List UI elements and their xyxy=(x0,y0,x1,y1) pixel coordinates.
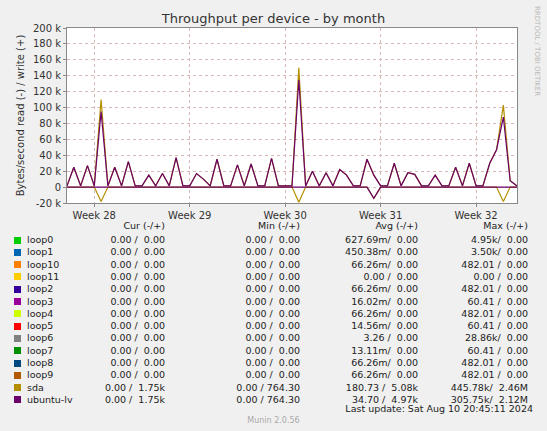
html-text:0.00 / 0.00: 0.00 / 0.00 xyxy=(245,246,300,258)
html-text:0.00 / 0.00: 0.00 / 0.00 xyxy=(245,344,300,356)
html-text:Last update: Sat Aug 10 20:45:: Last update: Sat Aug 10 20:45:11 2024 xyxy=(345,403,533,414)
html-text:66.26m/ 0.00: 66.26m/ 0.00 xyxy=(351,258,418,270)
html-text:loop7: loop7 xyxy=(27,344,54,356)
svg-text:Week 32: Week 32 xyxy=(454,210,497,221)
html-text:0.00 / 764.30: 0.00 / 764.30 xyxy=(236,393,300,405)
html-text:14.56m/ 0.00: 14.56m/ 0.00 xyxy=(351,320,418,332)
html-text:305.75k/ 2.12M: 305.75k/ 2.12M xyxy=(450,393,528,405)
html-text:482.01 / 0.00: 482.01 / 0.00 xyxy=(461,283,528,295)
html-text:60.41 / 0.00: 60.41 / 0.00 xyxy=(467,295,528,307)
html-text:60.41 / 0.00: 60.41 / 0.00 xyxy=(467,344,528,356)
html-text:loop0: loop0 xyxy=(27,234,54,245)
html-text:0.00 / 0.00: 0.00 / 0.00 xyxy=(245,307,300,319)
html-text:loop10: loop10 xyxy=(27,258,60,270)
html-text:loop3: loop3 xyxy=(27,295,54,307)
html-text:28.86k/ 0.00: 28.86k/ 0.00 xyxy=(464,332,528,344)
html-text:66.26m/ 0.00: 66.26m/ 0.00 xyxy=(351,369,418,381)
html-text:Cur (-/+): Cur (-/+) xyxy=(123,220,165,231)
svg-text:40 k: 40 k xyxy=(39,150,61,161)
html-text:482.01 / 0.00: 482.01 / 0.00 xyxy=(461,258,528,270)
svg-text:Week 31: Week 31 xyxy=(359,210,402,221)
html-text:0.00 / 0.00: 0.00 / 0.00 xyxy=(245,270,300,282)
html-text:0.00 / 0.00: 0.00 / 0.00 xyxy=(110,357,165,368)
svg-text:100 k: 100 k xyxy=(33,102,61,113)
html-text:Max (-/+): Max (-/+) xyxy=(483,220,528,231)
svg-text:120 k: 120 k xyxy=(33,86,61,97)
svg-text:80 k: 80 k xyxy=(39,118,61,129)
svg-text:Week 28: Week 28 xyxy=(73,210,116,221)
html-text:0.00 / 0.00: 0.00 / 0.00 xyxy=(245,320,300,332)
html-text:0.00 / 0.00: 0.00 / 0.00 xyxy=(245,283,300,295)
html-text:3.26 / 0.00: 3.26 / 0.00 xyxy=(363,332,418,344)
html-text:0.00 / 0.00: 0.00 / 0.00 xyxy=(245,258,300,270)
html-text:loop2: loop2 xyxy=(27,283,54,295)
html-text:loop8: loop8 xyxy=(27,357,54,368)
html-text:627.69m/ 0.00: 627.69m/ 0.00 xyxy=(345,234,418,245)
html-text:loop9: loop9 xyxy=(27,369,54,381)
svg-text:140 k: 140 k xyxy=(33,70,61,81)
html-text:66.26m/ 0.00: 66.26m/ 0.00 xyxy=(351,307,418,319)
html-text:0.00 / 0.00: 0.00 / 0.00 xyxy=(110,270,165,282)
html-text:60.41 / 0.00: 60.41 / 0.00 xyxy=(467,320,528,332)
html-text:0.00 / 764.30: 0.00 / 764.30 xyxy=(236,381,300,393)
html-text:482.01 / 0.00: 482.01 / 0.00 xyxy=(461,307,528,319)
html-text:13.11m/ 0.00: 13.11m/ 0.00 xyxy=(351,344,418,356)
html-text:0.00 / 1.75k: 0.00 / 1.75k xyxy=(104,393,165,405)
html-text:0.00 / 0.00: 0.00 / 0.00 xyxy=(245,369,300,381)
html-text:66.26m/ 0.00: 66.26m/ 0.00 xyxy=(351,283,418,295)
html-text:0.00 / 0.00: 0.00 / 0.00 xyxy=(245,295,300,307)
svg-text:Bytes/second read (-) / write: Bytes/second read (-) / write (+) xyxy=(15,35,26,197)
svg-text:0: 0 xyxy=(55,182,61,193)
html-text:0.00 / 0.00: 0.00 / 0.00 xyxy=(473,270,528,282)
html-text:0.00 / 0.00: 0.00 / 0.00 xyxy=(110,369,165,381)
html-text:0.00 / 0.00: 0.00 / 0.00 xyxy=(245,332,300,344)
html-text:482.01 / 0.00: 482.01 / 0.00 xyxy=(461,369,528,381)
html-text:0.00 / 0.00: 0.00 / 0.00 xyxy=(110,283,165,295)
html-text:180.73 / 5.08k: 180.73 / 5.08k xyxy=(345,381,418,393)
html-text:445.78k/ 2.46M: 445.78k/ 2.46M xyxy=(450,381,528,393)
html-text:0.00 / 0.00: 0.00 / 0.00 xyxy=(245,234,300,245)
svg-text:Throughput per device - by mon: Throughput per device - by month xyxy=(161,11,385,26)
html-text:0.00 / 0.00: 0.00 / 0.00 xyxy=(110,307,165,319)
svg-text:180 k: 180 k xyxy=(33,38,61,49)
svg-text:200 k: 200 k xyxy=(33,23,61,34)
html-text:loop6: loop6 xyxy=(27,332,54,344)
html-text:34.70 / 4.97k: 34.70 / 4.97k xyxy=(351,393,418,405)
svg-text:Week 29: Week 29 xyxy=(168,210,211,221)
html-text:0.00 / 0.00: 0.00 / 0.00 xyxy=(110,332,165,344)
html-text:0.00 / 0.00: 0.00 / 0.00 xyxy=(110,258,165,270)
html-text:loop4: loop4 xyxy=(27,307,54,319)
html-text:Avg (-/+): Avg (-/+) xyxy=(375,220,418,231)
svg-text:Week 30: Week 30 xyxy=(264,210,307,221)
html-text:0.00 / 0.00: 0.00 / 0.00 xyxy=(110,320,165,332)
html-text:Munin 2.0.56: Munin 2.0.56 xyxy=(247,416,300,425)
html-text:16.02m/ 0.00: 16.02m/ 0.00 xyxy=(351,295,418,307)
html-text:0.00 / 0.00: 0.00 / 0.00 xyxy=(245,357,300,368)
html-text:4.95k/ 0.00: 4.95k/ 0.00 xyxy=(471,234,528,245)
html-text:ubuntu-lv: ubuntu-lv xyxy=(27,393,73,405)
html-text:loop1: loop1 xyxy=(27,246,54,258)
html-text:0.00 / 0.00: 0.00 / 0.00 xyxy=(363,270,418,282)
html-text:0.00 / 0.00: 0.00 / 0.00 xyxy=(110,246,165,258)
html-text:Min (-/+): Min (-/+) xyxy=(258,220,300,231)
html-text:450.38m/ 0.00: 450.38m/ 0.00 xyxy=(345,246,418,258)
svg-text:160 k: 160 k xyxy=(33,54,61,65)
html-text:loop11: loop11 xyxy=(27,270,60,282)
svg-text:60 k: 60 k xyxy=(39,134,61,145)
svg-text:-20 k: -20 k xyxy=(36,198,62,209)
html-text:66.26m/ 0.00: 66.26m/ 0.00 xyxy=(351,357,418,368)
html-text:0.00 / 0.00: 0.00 / 0.00 xyxy=(110,295,165,307)
html-text:RRDTOOL / TOBI OETIKER: RRDTOOL / TOBI OETIKER xyxy=(533,6,541,97)
html-text:0.00 / 0.00: 0.00 / 0.00 xyxy=(110,344,165,356)
html-text:loop5: loop5 xyxy=(27,320,54,332)
svg-text:20 k: 20 k xyxy=(39,166,61,177)
html-text:sda: sda xyxy=(27,381,44,393)
html-text:482.01 / 0.00: 482.01 / 0.00 xyxy=(461,357,528,368)
html-text:3.50k/ 0.00: 3.50k/ 0.00 xyxy=(471,246,528,258)
html-text:0.00 / 0.00: 0.00 / 0.00 xyxy=(110,234,165,245)
html-text:0.00 / 1.75k: 0.00 / 1.75k xyxy=(104,381,165,393)
